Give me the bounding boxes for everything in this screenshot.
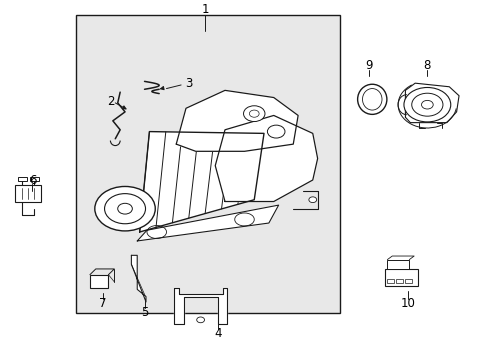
- Text: 10: 10: [400, 297, 414, 310]
- Bar: [404, 279, 411, 283]
- Bar: [384, 269, 417, 286]
- Circle shape: [118, 203, 132, 214]
- Polygon shape: [405, 83, 458, 123]
- Text: 9: 9: [365, 59, 372, 72]
- Circle shape: [421, 100, 432, 109]
- Circle shape: [411, 93, 442, 116]
- Text: 7: 7: [99, 297, 106, 310]
- Text: 3: 3: [184, 77, 192, 90]
- Circle shape: [243, 106, 264, 122]
- Bar: [18, 177, 26, 181]
- Bar: [76, 15, 339, 313]
- Circle shape: [403, 87, 450, 122]
- Bar: [386, 279, 393, 283]
- Bar: [90, 275, 108, 288]
- Polygon shape: [137, 205, 278, 241]
- Ellipse shape: [357, 84, 386, 114]
- Circle shape: [308, 197, 316, 203]
- Bar: [30, 177, 39, 181]
- Bar: [395, 279, 402, 283]
- Circle shape: [249, 110, 259, 117]
- Circle shape: [196, 317, 204, 323]
- Text: 1: 1: [202, 3, 209, 16]
- Polygon shape: [173, 288, 227, 324]
- Polygon shape: [140, 132, 264, 232]
- Text: 5: 5: [141, 306, 148, 319]
- Polygon shape: [176, 90, 298, 151]
- Text: 2: 2: [106, 95, 114, 108]
- Polygon shape: [131, 255, 146, 302]
- Bar: [15, 185, 41, 202]
- Polygon shape: [215, 116, 317, 202]
- Text: 8: 8: [423, 59, 430, 72]
- Text: 6: 6: [29, 174, 36, 186]
- Ellipse shape: [362, 89, 381, 110]
- Circle shape: [267, 125, 285, 138]
- Text: 4: 4: [213, 327, 221, 340]
- Circle shape: [95, 186, 155, 231]
- Bar: [386, 260, 408, 269]
- Circle shape: [104, 194, 145, 224]
